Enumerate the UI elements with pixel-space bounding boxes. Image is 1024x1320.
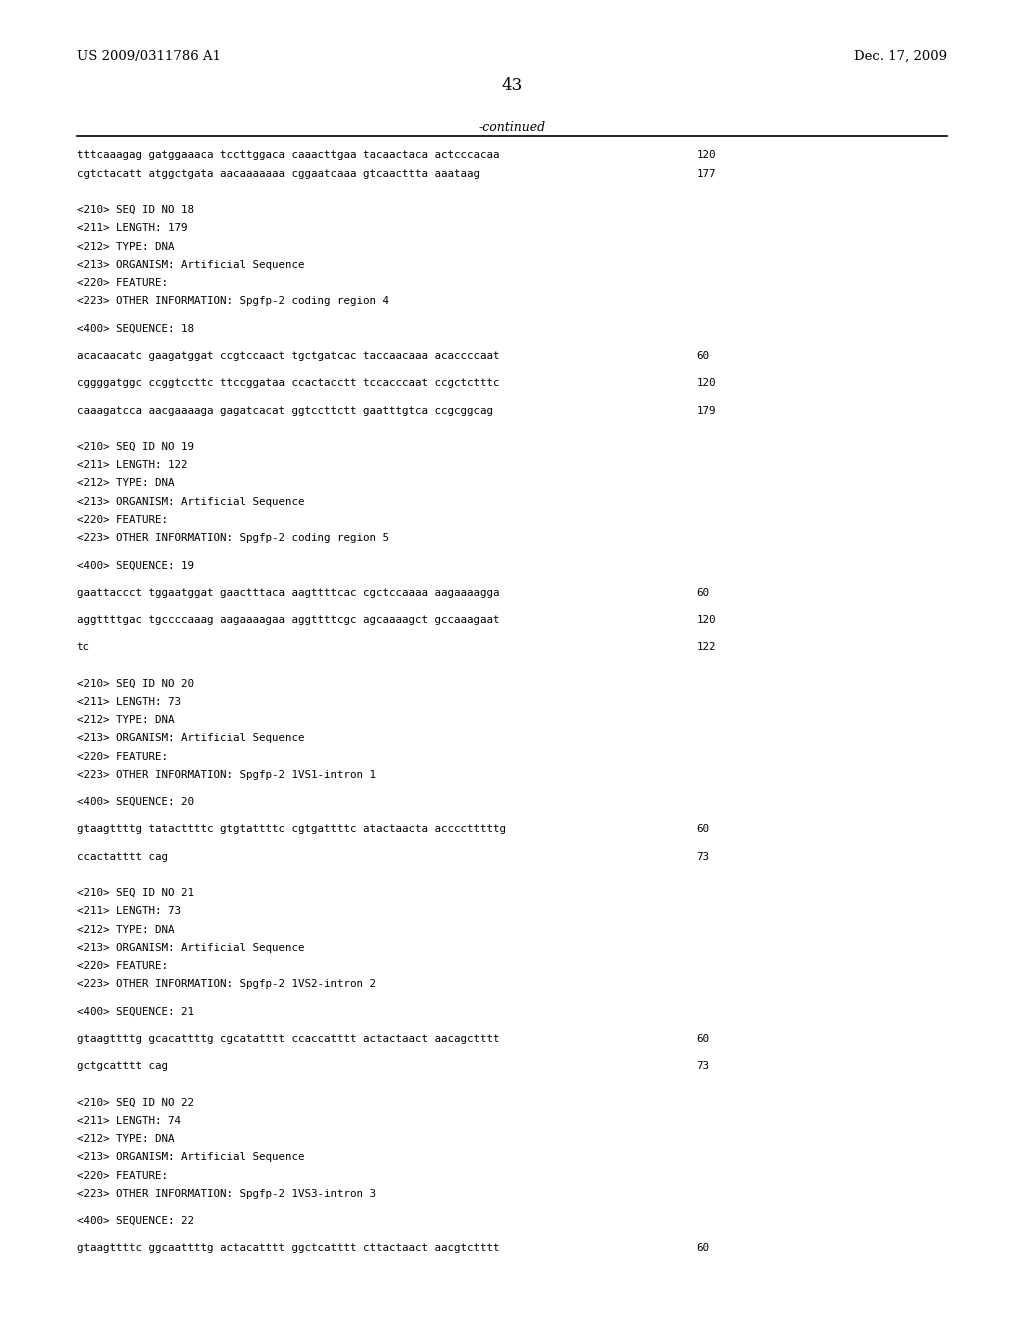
Text: <213> ORGANISM: Artificial Sequence: <213> ORGANISM: Artificial Sequence bbox=[77, 942, 304, 953]
Text: <213> ORGANISM: Artificial Sequence: <213> ORGANISM: Artificial Sequence bbox=[77, 1152, 304, 1163]
Text: 73: 73 bbox=[696, 1061, 710, 1072]
Text: <212> TYPE: DNA: <212> TYPE: DNA bbox=[77, 715, 174, 725]
Text: 73: 73 bbox=[696, 851, 710, 862]
Text: <211> LENGTH: 74: <211> LENGTH: 74 bbox=[77, 1115, 181, 1126]
Text: <211> LENGTH: 73: <211> LENGTH: 73 bbox=[77, 907, 181, 916]
Text: aggttttgac tgccccaaag aagaaaagaa aggttttcgc agcaaaagct gccaaagaat: aggttttgac tgccccaaag aagaaaagaa aggtttt… bbox=[77, 615, 500, 624]
Text: gaattaccct tggaatggat gaactttaca aagttttcac cgctccaaaa aagaaaagga: gaattaccct tggaatggat gaactttaca aagtttt… bbox=[77, 587, 500, 598]
Text: <220> FEATURE:: <220> FEATURE: bbox=[77, 279, 168, 288]
Text: <220> FEATURE:: <220> FEATURE: bbox=[77, 515, 168, 525]
Text: <220> FEATURE:: <220> FEATURE: bbox=[77, 961, 168, 972]
Text: gctgcatttt cag: gctgcatttt cag bbox=[77, 1061, 168, 1072]
Text: 177: 177 bbox=[696, 169, 716, 178]
Text: -continued: -continued bbox=[478, 121, 546, 135]
Text: gtaagttttc ggcaattttg actacatttt ggctcatttt cttactaact aacgtctttt: gtaagttttc ggcaattttg actacatttt ggctcat… bbox=[77, 1243, 500, 1254]
Text: US 2009/0311786 A1: US 2009/0311786 A1 bbox=[77, 50, 221, 63]
Text: tttcaaagag gatggaaaca tccttggaca caaacttgaa tacaactaca actcccacaa: tttcaaagag gatggaaaca tccttggaca caaactt… bbox=[77, 150, 500, 161]
Text: 120: 120 bbox=[696, 379, 716, 388]
Text: 60: 60 bbox=[696, 1034, 710, 1044]
Text: 60: 60 bbox=[696, 351, 710, 360]
Text: <400> SEQUENCE: 18: <400> SEQUENCE: 18 bbox=[77, 323, 194, 334]
Text: 120: 120 bbox=[696, 615, 716, 624]
Text: caaagatcca aacgaaaaga gagatcacat ggtccttctt gaatttgtca ccgcggcag: caaagatcca aacgaaaaga gagatcacat ggtcctt… bbox=[77, 405, 493, 416]
Text: cgtctacatt atggctgata aacaaaaaaa cggaatcaaa gtcaacttta aaataag: cgtctacatt atggctgata aacaaaaaaa cggaatc… bbox=[77, 169, 480, 178]
Text: 60: 60 bbox=[696, 825, 710, 834]
Text: 120: 120 bbox=[696, 150, 716, 161]
Text: tc: tc bbox=[77, 643, 90, 652]
Text: <213> ORGANISM: Artificial Sequence: <213> ORGANISM: Artificial Sequence bbox=[77, 260, 304, 269]
Text: 60: 60 bbox=[696, 1243, 710, 1254]
Text: ccactatttt cag: ccactatttt cag bbox=[77, 851, 168, 862]
Text: <212> TYPE: DNA: <212> TYPE: DNA bbox=[77, 478, 174, 488]
Text: 43: 43 bbox=[502, 77, 522, 94]
Text: <211> LENGTH: 179: <211> LENGTH: 179 bbox=[77, 223, 187, 234]
Text: <210> SEQ ID NO 19: <210> SEQ ID NO 19 bbox=[77, 442, 194, 451]
Text: <400> SEQUENCE: 20: <400> SEQUENCE: 20 bbox=[77, 797, 194, 807]
Text: 122: 122 bbox=[696, 643, 716, 652]
Text: <212> TYPE: DNA: <212> TYPE: DNA bbox=[77, 925, 174, 935]
Text: <213> ORGANISM: Artificial Sequence: <213> ORGANISM: Artificial Sequence bbox=[77, 734, 304, 743]
Text: 179: 179 bbox=[696, 405, 716, 416]
Text: <400> SEQUENCE: 22: <400> SEQUENCE: 22 bbox=[77, 1216, 194, 1226]
Text: <223> OTHER INFORMATION: Spgfp-2 1VS2-intron 2: <223> OTHER INFORMATION: Spgfp-2 1VS2-in… bbox=[77, 979, 376, 989]
Text: acacaacatc gaagatggat ccgtccaact tgctgatcac taccaacaaa acaccccaat: acacaacatc gaagatggat ccgtccaact tgctgat… bbox=[77, 351, 500, 360]
Text: 60: 60 bbox=[696, 587, 710, 598]
Text: <220> FEATURE:: <220> FEATURE: bbox=[77, 751, 168, 762]
Text: <210> SEQ ID NO 22: <210> SEQ ID NO 22 bbox=[77, 1098, 194, 1107]
Text: <223> OTHER INFORMATION: Spgfp-2 1VS3-intron 3: <223> OTHER INFORMATION: Spgfp-2 1VS3-in… bbox=[77, 1189, 376, 1199]
Text: gtaagttttg gcacattttg cgcatatttt ccaccatttt actactaact aacagctttt: gtaagttttg gcacattttg cgcatatttt ccaccat… bbox=[77, 1034, 500, 1044]
Text: <211> LENGTH: 122: <211> LENGTH: 122 bbox=[77, 461, 187, 470]
Text: <210> SEQ ID NO 18: <210> SEQ ID NO 18 bbox=[77, 205, 194, 215]
Text: <213> ORGANISM: Artificial Sequence: <213> ORGANISM: Artificial Sequence bbox=[77, 496, 304, 507]
Text: <210> SEQ ID NO 20: <210> SEQ ID NO 20 bbox=[77, 678, 194, 689]
Text: <212> TYPE: DNA: <212> TYPE: DNA bbox=[77, 1134, 174, 1144]
Text: <210> SEQ ID NO 21: <210> SEQ ID NO 21 bbox=[77, 888, 194, 898]
Text: gtaagttttg tatacttttc gtgtattttc cgtgattttc atactaacta acccctttttg: gtaagttttg tatacttttc gtgtattttc cgtgatt… bbox=[77, 825, 506, 834]
Text: Dec. 17, 2009: Dec. 17, 2009 bbox=[854, 50, 947, 63]
Text: <223> OTHER INFORMATION: Spgfp-2 coding region 5: <223> OTHER INFORMATION: Spgfp-2 coding … bbox=[77, 533, 389, 543]
Text: <223> OTHER INFORMATION: Spgfp-2 1VS1-intron 1: <223> OTHER INFORMATION: Spgfp-2 1VS1-in… bbox=[77, 770, 376, 780]
Text: <223> OTHER INFORMATION: Spgfp-2 coding region 4: <223> OTHER INFORMATION: Spgfp-2 coding … bbox=[77, 296, 389, 306]
Text: <212> TYPE: DNA: <212> TYPE: DNA bbox=[77, 242, 174, 252]
Text: <400> SEQUENCE: 19: <400> SEQUENCE: 19 bbox=[77, 561, 194, 570]
Text: <211> LENGTH: 73: <211> LENGTH: 73 bbox=[77, 697, 181, 708]
Text: cggggatggc ccggtccttc ttccggataa ccactacctt tccacccaat ccgctctttc: cggggatggc ccggtccttc ttccggataa ccactac… bbox=[77, 379, 500, 388]
Text: <400> SEQUENCE: 21: <400> SEQUENCE: 21 bbox=[77, 1007, 194, 1016]
Text: <220> FEATURE:: <220> FEATURE: bbox=[77, 1171, 168, 1180]
